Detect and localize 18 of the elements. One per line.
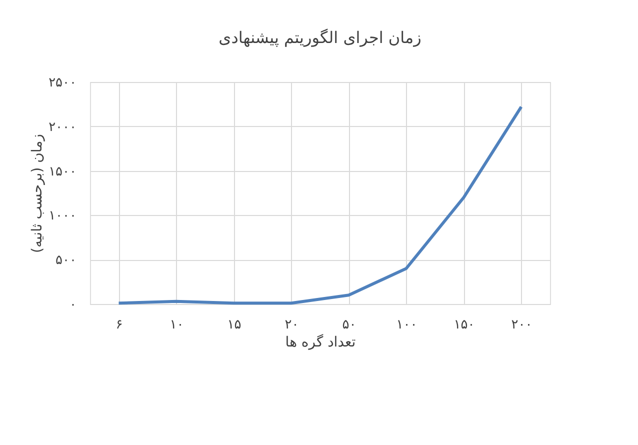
y-tick-label: ۱۰۰۰: [48, 208, 76, 224]
x-tick-label: ۱۰: [170, 318, 184, 332]
x-tick-label: ۶: [116, 318, 123, 332]
chart-title: زمان اجرای الگوریتم پیشنهادی: [218, 28, 422, 47]
y-axis-title: زمان (برحسب ثانیه): [30, 134, 46, 253]
x-axis-title: تعداد گره ها: [285, 334, 356, 350]
y-tick-label: ۲۵۰۰: [48, 76, 76, 90]
x-tick-label: ۵۰: [342, 318, 356, 332]
x-tick-label: ۲۰۰: [511, 318, 532, 332]
y-tick-label: ۰: [70, 298, 76, 312]
x-tick-label: ۱۵۰: [454, 318, 475, 332]
x-tick-label: ۱۵: [227, 318, 242, 332]
y-tick-label: ۲۰۰۰: [48, 120, 76, 135]
x-tick-label: ۱۰۰: [396, 318, 418, 332]
y-tick-label: ۱۵۰۰: [48, 164, 76, 180]
y-tick-label: ۵۰۰: [56, 253, 76, 268]
line-series: [117, 105, 523, 305]
x-tick-label: ۲۰: [284, 318, 299, 332]
